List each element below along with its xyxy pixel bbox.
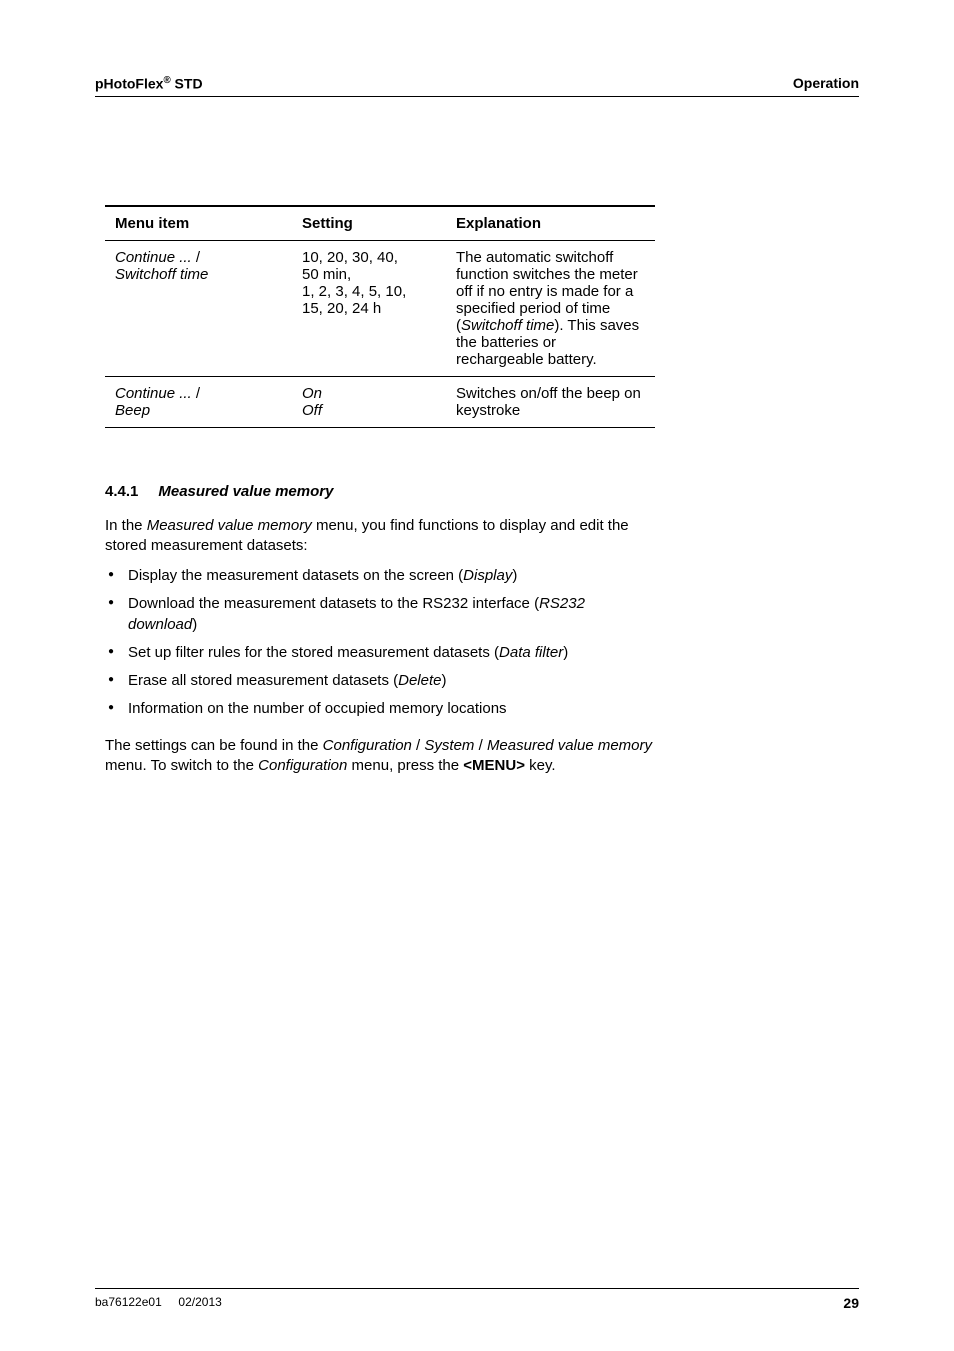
bullet-list: Display the measurement datasets on the … <box>105 566 655 720</box>
section-title: Measured value memory <box>158 483 333 500</box>
list-item: Set up filter rules for the stored measu… <box>123 643 655 663</box>
settings-table: Menu item Setting Explanation Continue .… <box>105 205 655 428</box>
cell-setting: 10, 20, 30, 40,50 min,1, 2, 3, 4, 5, 10,… <box>292 240 446 376</box>
cell-setting: OnOff <box>292 376 446 427</box>
list-item: Download the measurement datasets to the… <box>123 594 655 635</box>
cell-explanation: Switches on/off the beep on keystroke <box>446 376 655 427</box>
table-header-setting: Setting <box>292 206 446 241</box>
table-header-menu-item: Menu item <box>105 206 292 241</box>
page-header: pHotoFlex® STD Operation <box>95 75 859 97</box>
section-outro: The settings can be found in the Configu… <box>105 736 655 777</box>
table-header-row: Menu item Setting Explanation <box>105 206 655 241</box>
footer-page-number: 29 <box>843 1295 859 1311</box>
table-header-explanation: Explanation <box>446 206 655 241</box>
section-intro: In the Measured value memory menu, you f… <box>105 516 655 557</box>
cell-menu-item: Continue ... /Beep <box>105 376 292 427</box>
page-footer: ba76122e01 02/2013 29 <box>95 1288 859 1311</box>
header-right: Operation <box>793 75 859 92</box>
list-item: Display the measurement datasets on the … <box>123 566 655 586</box>
footer-left: ba76122e01 02/2013 <box>95 1295 222 1311</box>
cell-explanation: The automatic switchoff function switche… <box>446 240 655 376</box>
section-heading: 4.4.1 Measured value memory <box>105 483 655 500</box>
content-column: Menu item Setting Explanation Continue .… <box>105 205 655 777</box>
list-item: Erase all stored measurement datasets (D… <box>123 671 655 691</box>
table-row: Continue ... /Beep OnOff Switches on/off… <box>105 376 655 427</box>
header-left: pHotoFlex® STD <box>95 75 203 92</box>
list-item: Information on the number of occupied me… <box>123 699 655 719</box>
table-row: Continue ... /Switchoff time 10, 20, 30,… <box>105 240 655 376</box>
cell-menu-item: Continue ... /Switchoff time <box>105 240 292 376</box>
section-number: 4.4.1 <box>105 483 138 500</box>
